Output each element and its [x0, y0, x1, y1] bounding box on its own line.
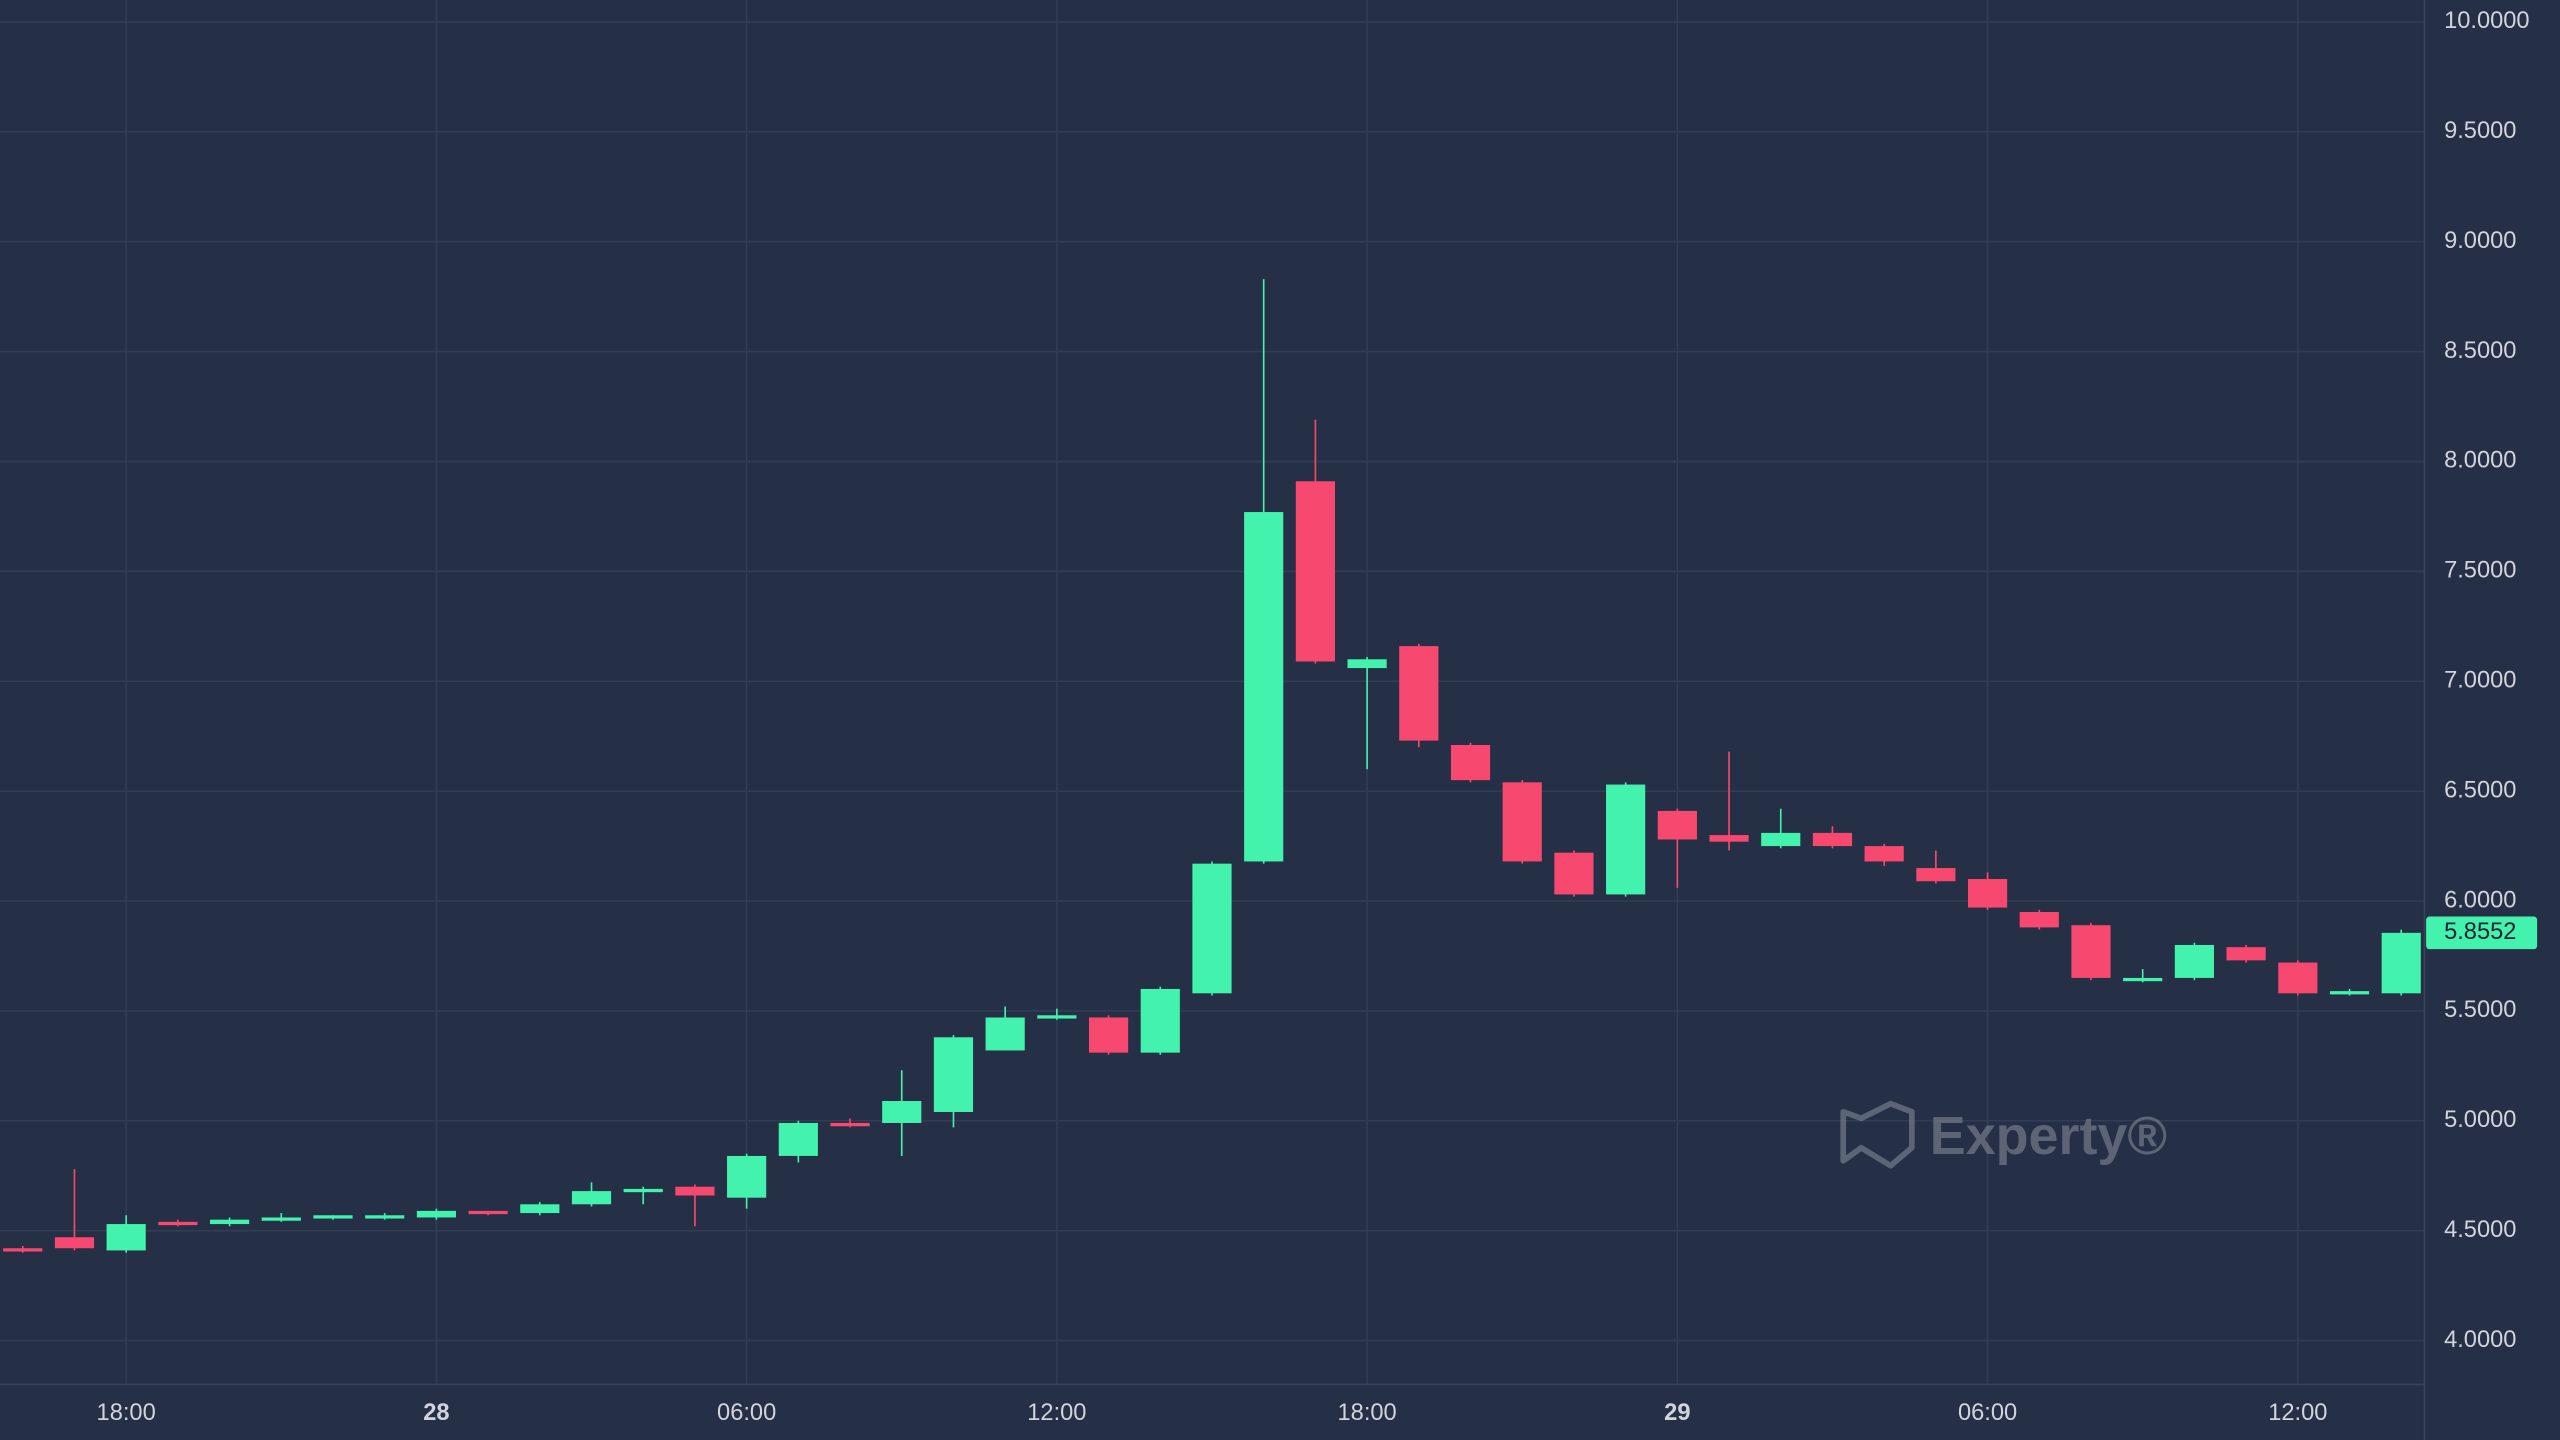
candle-body [1916, 868, 1956, 882]
candle-body [1192, 863, 1232, 994]
candle-body [1657, 810, 1697, 840]
y-tick-label: 7.5000 [2444, 558, 2516, 584]
candle-body [2123, 977, 2163, 982]
candle-body [2174, 944, 2214, 978]
candle-body [313, 1215, 353, 1219]
candles [3, 279, 2421, 1253]
candle-body [261, 1217, 301, 1221]
candle-body [468, 1210, 508, 1215]
candle-body [158, 1221, 198, 1226]
y-tick-label: 4.5000 [2444, 1217, 2516, 1243]
candle-body [1399, 646, 1439, 741]
candle-body [106, 1224, 146, 1251]
y-tick-label: 9.0000 [2444, 228, 2516, 254]
x-tick-label: 28 [423, 1400, 449, 1426]
candle-body [1812, 832, 1853, 847]
candle-body [882, 1100, 922, 1123]
candle-body [2329, 991, 2370, 995]
candle-body [1554, 852, 1594, 895]
grid [0, 0, 2425, 1385]
last-price-tag [2426, 916, 2538, 950]
y-tick-label: 5.0000 [2444, 1107, 2516, 1133]
axes: 4.0000 4.5000 5.0000 5.5000 6.0000 6.5000 7.00… [97, 8, 2538, 1426]
candle-body [778, 1122, 818, 1156]
candle-body [1709, 835, 1749, 842]
x-tick-label: 12:00 [2268, 1400, 2327, 1426]
candle-body [1864, 846, 1904, 862]
candle-body [520, 1204, 560, 1214]
y-tick-label: 6.0000 [2444, 887, 2516, 913]
watermark: Experty® [1840, 1100, 2167, 1169]
candle-body [933, 1037, 974, 1112]
y-tick-label: 9.5000 [2444, 118, 2516, 144]
x-tick-label: 12:00 [1027, 1400, 1086, 1426]
candle-body [416, 1210, 456, 1218]
candle-body [1295, 481, 1335, 662]
candle-body [1502, 782, 1542, 862]
y-tick-label: 7.0000 [2444, 668, 2516, 694]
x-tick-label: 18:00 [97, 1400, 156, 1426]
watermark-logo [1840, 1100, 1915, 1169]
watermark-text: Experty® [1930, 1106, 2167, 1166]
y-tick-label: 6.5000 [2444, 777, 2516, 803]
candle-body [1244, 512, 1284, 862]
candle-body [830, 1122, 870, 1127]
candle-body [623, 1188, 663, 1193]
candle-body [365, 1215, 405, 1219]
y-tick-label: 8.5000 [2444, 338, 2516, 364]
candle-body [985, 1017, 1025, 1051]
y-tick-label: 8.0000 [2444, 448, 2516, 474]
x-tick-label: 06:00 [1958, 1400, 2017, 1426]
last-price-label: 5.8552 [2444, 919, 2516, 945]
candle-body [1088, 1017, 1129, 1053]
candle-body [1450, 744, 1491, 781]
candle-body [2071, 925, 2111, 978]
candle-body [2381, 932, 2421, 994]
x-tick-label: 18:00 [1338, 1400, 1397, 1426]
candle-body [1140, 988, 1180, 1053]
y-tick-label: 5.5000 [2444, 997, 2516, 1023]
candle-body [571, 1191, 612, 1205]
candle-body [2278, 962, 2318, 994]
candle-body [209, 1219, 250, 1225]
candle-body [727, 1155, 767, 1198]
y-tick-label: 4.0000 [2444, 1327, 2516, 1353]
candle-body [3, 1248, 43, 1252]
candle-body [1037, 1015, 1077, 1019]
x-tick-label: 29 [1664, 1400, 1690, 1426]
candle-body [54, 1237, 95, 1249]
candle-body [1606, 784, 1646, 895]
candle-body [1761, 832, 1801, 847]
candle-body [1347, 659, 1387, 669]
candle-body [2019, 912, 2059, 928]
y-tick-label: 10.0000 [2444, 8, 2530, 34]
candle-body [675, 1186, 715, 1196]
x-tick-label: 06:00 [717, 1400, 776, 1426]
candle-body [1967, 879, 2008, 908]
candle-body [2226, 947, 2266, 961]
